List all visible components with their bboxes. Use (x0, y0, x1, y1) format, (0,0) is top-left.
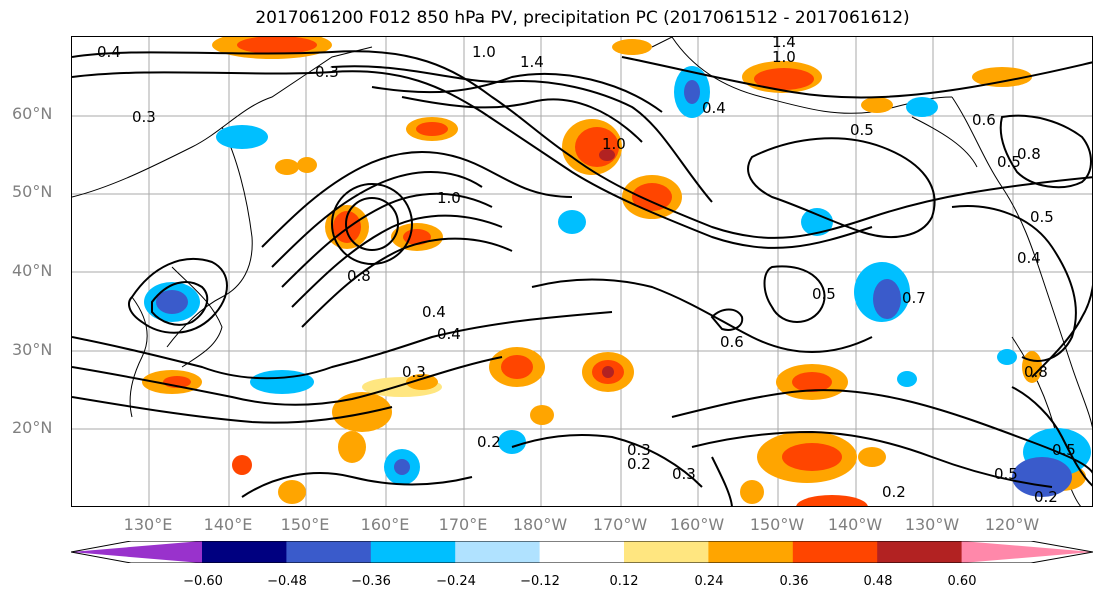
lon-label-150W: 150°W (749, 515, 805, 534)
colorbar-tick: −0.60 (183, 574, 223, 589)
lon-label-170W: 170°W (592, 515, 648, 534)
map-title: 2017061200 F012 850 hPa PV, precipitatio… (255, 8, 910, 28)
colorbar-tick: −0.24 (436, 574, 476, 589)
contour-label: 0.5 (1030, 208, 1054, 226)
contour-label: 1.0 (772, 48, 796, 66)
colorbar-tick: 0.48 (863, 574, 893, 589)
contour-label: 0.4 (97, 43, 121, 61)
lon-label-140E: 140°E (203, 515, 253, 534)
contour-label: 0.3 (672, 465, 696, 483)
contour-label: 0.4 (1017, 249, 1041, 267)
contour-label: 0.4 (702, 99, 726, 117)
contour-label: 0.3 (132, 108, 156, 126)
contour-label: 0.8 (347, 267, 371, 285)
colorbar-segments (71, 541, 1093, 563)
lat-label-60N: 60°N (12, 104, 53, 123)
contour-label: 0.3 (402, 363, 426, 381)
colorbar-segment (961, 541, 1093, 563)
colorbar-segment (370, 541, 456, 563)
precip-negative (144, 66, 1091, 497)
lon-label-180W: 180°W (512, 515, 568, 534)
lat-label-20N: 20°N (12, 418, 53, 437)
contour-label: 0.2 (477, 433, 501, 451)
lon-label-150E: 150°E (280, 515, 330, 534)
map-panel: 0.4 0.3 0.3 1.0 1.4 1.4 1.0 0.4 0.5 0.6 … (71, 36, 1093, 507)
gridlines (72, 37, 1092, 506)
colorbar-segment (877, 541, 963, 563)
contour-label: 1.4 (772, 37, 796, 51)
lon-label-130W: 130°W (904, 515, 960, 534)
contour-label: 0.6 (972, 111, 996, 129)
lat-label-40N: 40°N (12, 261, 53, 280)
lon-label-160E: 160°E (360, 515, 410, 534)
lon-label-170E: 170°E (438, 515, 488, 534)
lat-label-50N: 50°N (12, 182, 53, 201)
map-plot: 0.4 0.3 0.3 1.0 1.4 1.4 1.0 0.4 0.5 0.6 … (72, 37, 1092, 506)
colorbar-segment (624, 541, 709, 563)
contour-label: 0.5 (997, 153, 1021, 171)
colorbar-segment (455, 541, 541, 563)
lon-label-160W: 160°W (669, 515, 725, 534)
colorbar-segment (539, 541, 625, 563)
colorbar-tick: 0.60 (947, 574, 977, 589)
colorbar-tick: 0.24 (694, 574, 724, 589)
contour-label: 1.0 (602, 135, 626, 153)
contour-label: 0.7 (902, 289, 926, 307)
colorbar (71, 541, 1093, 563)
colorbar-segment (286, 541, 372, 563)
contour-label: 1.0 (472, 43, 496, 61)
contour-label: 0.8 (1017, 145, 1041, 163)
pv-contours (72, 50, 1092, 506)
contour-label: 0.4 (437, 325, 461, 343)
colorbar-segment (708, 541, 794, 563)
contour-label: 1.0 (437, 189, 461, 207)
contour-label: 1.4 (520, 53, 544, 71)
colorbar-tick: −0.48 (267, 574, 307, 589)
colorbar-tick: 0.12 (609, 574, 639, 589)
contour-label: 0.4 (422, 303, 446, 321)
contour-label: 0.5 (994, 465, 1018, 483)
contour-label: 0.2 (627, 455, 651, 473)
lon-label-130E: 130°E (123, 515, 173, 534)
colorbar-segment (71, 541, 202, 563)
contour-label: 0.5 (850, 121, 874, 139)
contour-label: 0.3 (627, 441, 651, 459)
contour-label: 0.3 (315, 63, 339, 81)
lon-label-140W: 140°W (827, 515, 883, 534)
lon-label-120W: 120°W (984, 515, 1040, 534)
lat-label-30N: 30°N (12, 340, 53, 359)
contour-label: 0.5 (1052, 441, 1076, 459)
contour-label: 0.5 (812, 285, 836, 303)
contour-label: 0.2 (882, 483, 906, 501)
contour-label: 0.6 (720, 333, 744, 351)
colorbar-tick: −0.36 (351, 574, 391, 589)
colorbar-segment (202, 541, 287, 563)
contour-label: 0.8 (1024, 363, 1048, 381)
contour-labels: 0.4 0.3 0.3 1.0 1.4 1.4 1.0 0.4 0.5 0.6 … (97, 37, 1076, 506)
colorbar-segment (792, 541, 878, 563)
contour-label: 0.2 (1034, 488, 1058, 506)
colorbar-tick: 0.36 (779, 574, 809, 589)
colorbar-tick: −0.12 (520, 574, 560, 589)
